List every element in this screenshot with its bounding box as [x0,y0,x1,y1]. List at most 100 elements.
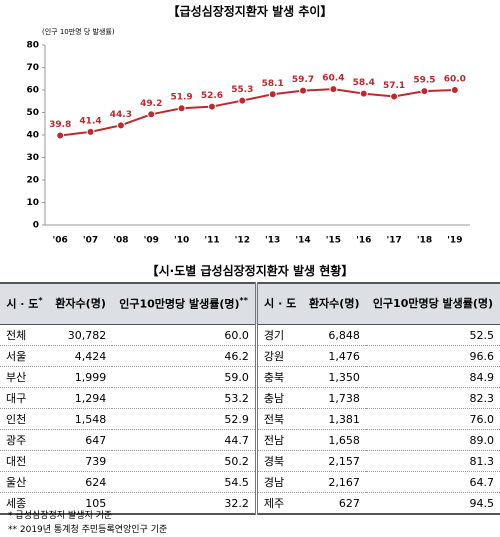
table-cell: 경남 [256,471,303,493]
y-tick-label: 60 [26,86,39,96]
data-label: 39.8 [49,120,71,130]
header-text: 인구10만명당 발생률(명) [372,296,494,310]
header-cell: 환자수(명) [48,282,113,325]
marker [390,92,399,101]
table-cell: 81.3 [365,450,500,472]
table-cell: 4,424 [48,345,113,367]
data-label: 59.7 [292,75,314,85]
table-cell: 64.7 [365,471,500,493]
table-cell: 52.9 [112,408,258,430]
data-label: 60.4 [322,74,344,84]
y-tick-label: 10 [26,198,39,208]
table-cell: 1,658 [302,429,366,451]
table-row: 대구 1,294 53.2 충남 1,738 82.3 [0,387,500,409]
header-text: 환자수(명) [55,296,106,310]
marker [268,90,277,99]
table-row: 인천 1,548 52.9 전북 1,381 76.0 [0,408,500,430]
table-cell: 1,294 [48,387,113,409]
table-row: 서울 4,424 46.2 강원 1,476 96.6 [0,345,500,367]
header-cell: 시 · 도 [256,282,303,325]
table-cell: 1,999 [48,366,113,388]
table-cell: 647 [48,429,113,451]
x-tick-label: '13 [265,236,280,246]
table-title: 【시·도별 급성심장정지환자 발생 현황】 [146,264,354,278]
header-cell: 인구10만명당 발생률(명)** [112,282,258,325]
table-cell: 전북 [256,408,303,430]
table-cell: 60.0 [112,324,258,346]
x-tick-label: '14 [295,236,310,246]
marker [359,89,368,98]
table-cell: 전체 [0,324,49,346]
marker [299,86,308,95]
data-label: 58.1 [262,79,284,89]
x-tick-label: '17 [386,236,401,246]
table-cell: 1,548 [48,408,113,430]
table-cell: 울산 [0,471,49,493]
data-label: 55.3 [231,85,253,95]
table-cell: 739 [48,450,113,472]
data-label: 44.3 [110,110,132,120]
table-cell: 세종 [0,492,49,515]
table-cell: 53.2 [112,387,258,409]
table-cell: 96.6 [365,345,500,367]
header-text: 시 · 도 [264,296,297,310]
table-cell: 1,476 [302,345,366,367]
marker [177,104,186,113]
data-label: 41.4 [79,116,101,126]
y-tick-label: 30 [26,153,39,163]
table-cell: 46.2 [112,345,258,367]
footnote: ** 2019년 통계청 주민등록연앙인구 기준 [8,525,168,535]
chart-title: 【급성심장정지환자 발생 추이】 [168,4,333,19]
footnote: * 급성심장정지 발생지 기준 [8,511,113,521]
table-cell: 부산 [0,366,49,388]
header-text: 인구10만명당 발생률(명) [119,297,240,311]
table-cell: 50.2 [112,450,258,472]
x-tick-label: '19 [447,236,462,246]
table-cell: 2,157 [302,450,366,472]
table-cell: 강원 [256,345,303,367]
table-cell: 전남 [256,429,303,451]
x-tick-label: '06 [53,236,68,246]
table-row: 대전 739 50.2 경북 2,157 81.3 [0,450,500,472]
table-cell: 충북 [256,366,303,388]
table-cell: 54.5 [112,471,258,493]
table-cell: 1,350 [302,366,366,388]
data-label: 60.0 [444,75,466,85]
table-row: 울산 624 54.5 경남 2,167 64.7 [0,471,500,493]
marker [420,87,429,96]
header-note: ** [239,296,248,306]
marker [56,131,65,140]
header-cell: 시 · 도* [0,282,49,325]
table-cell: 105 [48,492,113,515]
table-cell: 627 [302,492,366,515]
table-cell: 32.2 [112,492,258,515]
table-cell: 2,167 [302,471,366,493]
x-tick-label: '07 [83,236,98,246]
chart: 【급성심장정지환자 발생 추이】 (인구 10만명 당 발생률) 0 10 20 30… [26,4,470,246]
y-tick-label: 20 [26,176,39,186]
data-label: 58.4 [353,78,375,88]
y-tick-label: 70 [26,63,39,73]
x-tick-label: '12 [235,236,250,246]
x-tick-label: '16 [356,236,371,246]
x-tick-label: '11 [204,236,219,246]
table-cell: 94.5 [365,492,500,515]
table-cell: 서울 [0,345,49,367]
table-cell: 59.0 [112,366,258,388]
data-label: 52.6 [201,91,223,101]
table-cell: 제주 [256,492,303,515]
y-tick-label: 40 [26,131,39,141]
table-cell: 경북 [256,450,303,472]
marker [116,121,125,130]
table-cell: 52.5 [365,324,500,346]
data-label: 59.5 [413,76,435,86]
marker [207,102,216,111]
marker [450,86,459,94]
header-cell: 환자수(명) [302,282,366,325]
y-tick-label: 0 [33,221,39,231]
header-note: * [38,296,43,306]
x-tick-label: '09 [144,236,159,246]
table-cell: 76.0 [365,408,500,430]
table-cell: 대전 [0,450,49,472]
